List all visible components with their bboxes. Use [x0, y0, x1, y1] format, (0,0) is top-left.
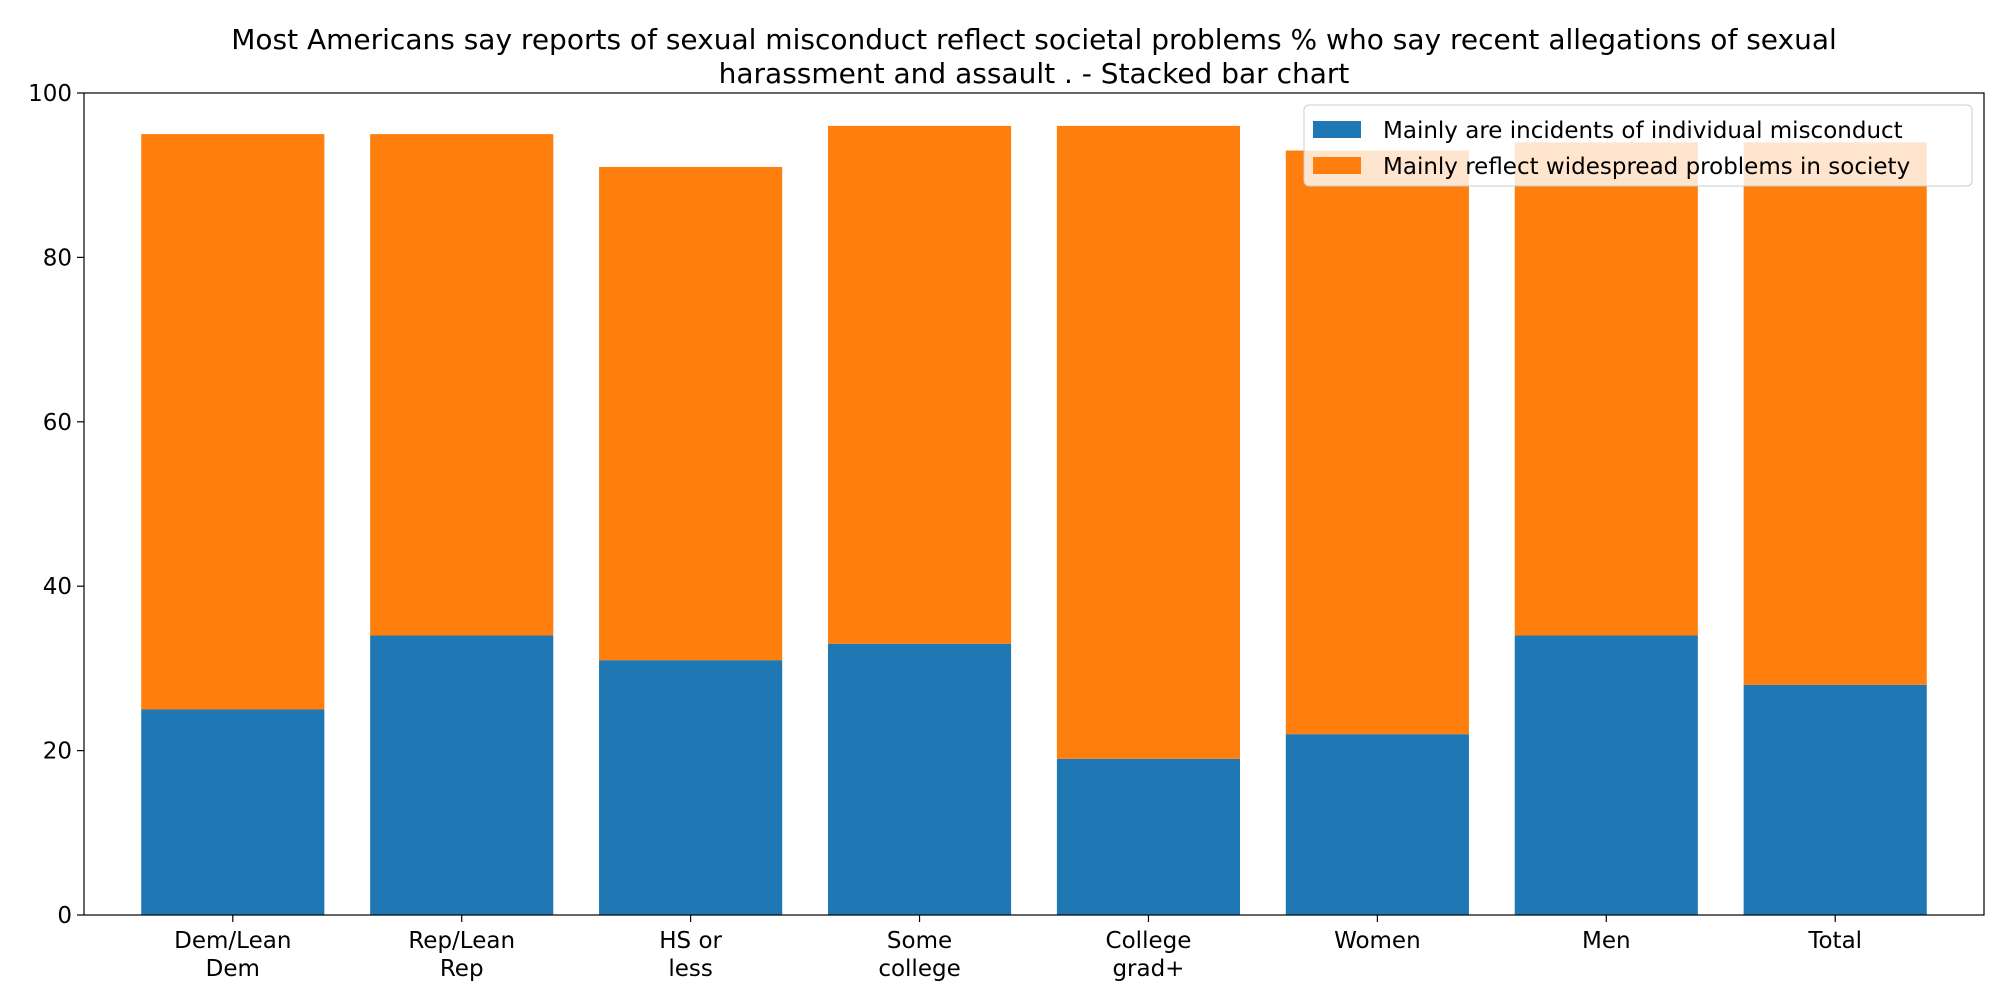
plot-frame: [83, 92, 1985, 916]
bar-widespread-problems: [1514, 142, 1698, 636]
y-tick-label: 60: [43, 410, 72, 436]
x-tick-label-line: less: [668, 956, 713, 982]
bars: [141, 125, 1927, 915]
x-tick-label-line: Some: [887, 928, 952, 954]
x-tick-label-line: college: [878, 956, 960, 982]
x-tick-label: Rep/Lean Rep: [408, 928, 515, 982]
y-tick-label: 100: [28, 81, 72, 107]
x-tick-label: Women: [1334, 928, 1421, 954]
bar-widespread-problems: [599, 166, 783, 661]
y-tick-label: 20: [43, 739, 72, 765]
x-tick-label: Dem/Lean Dem: [174, 928, 291, 982]
x-tick-label: Some college: [878, 928, 960, 982]
x-tick-label: College grad+: [1106, 928, 1192, 982]
x-tick-label-line: Total: [1807, 928, 1862, 954]
y-tick-label: 40: [43, 574, 72, 600]
bar-individual-misconduct: [599, 660, 783, 915]
bar-widespread-problems: [1743, 142, 1927, 685]
y-tick-label: 80: [43, 245, 72, 271]
bar-widespread-problems: [1285, 150, 1469, 735]
x-tick-label: HS or less: [659, 928, 722, 982]
x-tick-label-line: HS or: [659, 928, 722, 954]
x-tick-label-line: Dem/Lean: [174, 928, 291, 954]
x-tick-label-line: Women: [1334, 928, 1421, 954]
x-tick-label-line: Men: [1582, 928, 1631, 954]
bar-individual-misconduct: [827, 643, 1012, 915]
bar-widespread-problems: [1056, 125, 1241, 759]
bar-individual-misconduct: [141, 709, 325, 915]
chart-title: Most Americans say reports of sexual mis…: [231, 23, 1837, 90]
legend: Mainly are incidents of individual misco…: [1303, 104, 1973, 187]
x-tick-label-line: Rep/Lean: [408, 928, 515, 954]
x-tick-label-line: grad+: [1112, 956, 1184, 982]
x-tick-label-line: Rep: [440, 956, 484, 982]
bar-individual-misconduct: [1743, 684, 1927, 915]
legend-swatch: [1313, 157, 1361, 174]
bar-individual-misconduct: [1285, 734, 1469, 915]
legend-swatch: [1313, 121, 1361, 138]
legend-box: [1303, 104, 1973, 187]
bar-widespread-problems: [141, 134, 325, 710]
chart-title-line: Most Americans say reports of sexual mis…: [231, 23, 1837, 56]
legend-label: Mainly are incidents of individual misco…: [1383, 118, 1903, 144]
bar-widespread-problems: [827, 125, 1012, 644]
y-axis: 0 20 40 60 80 100: [28, 81, 84, 929]
x-tick-label-line: College: [1106, 928, 1192, 954]
bar-individual-misconduct: [1514, 635, 1698, 915]
bar-individual-misconduct: [370, 635, 554, 915]
x-tick-label: Men: [1582, 928, 1631, 954]
legend-label: Mainly reflect widespread problems in so…: [1383, 154, 1910, 180]
x-tick-label-line: Dem: [206, 956, 260, 982]
bar-individual-misconduct: [1056, 758, 1241, 915]
chart-title-line: harassment and assault . - Stacked bar c…: [719, 57, 1350, 90]
x-tick-label: Total: [1807, 928, 1862, 954]
y-tick-label: 0: [57, 903, 72, 929]
x-axis: Dem/Lean Dem Rep/Lean Rep HS or less Some colle…: [174, 915, 1862, 982]
bar-widespread-problems: [370, 134, 554, 636]
